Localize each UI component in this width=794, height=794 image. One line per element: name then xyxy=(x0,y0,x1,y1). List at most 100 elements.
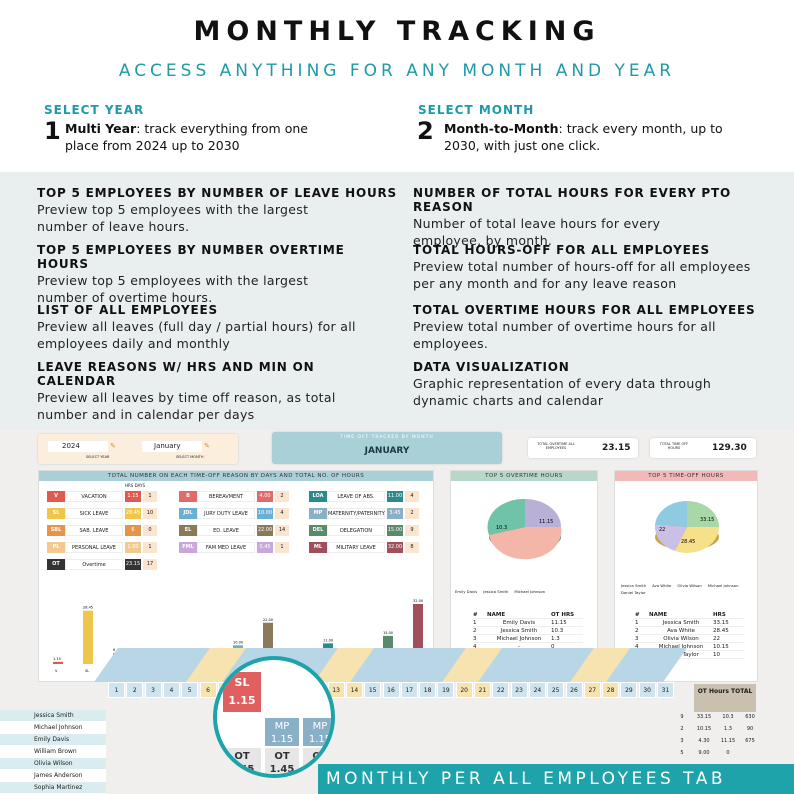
bar xyxy=(263,622,273,664)
table-header-cell: HRS xyxy=(713,612,726,618)
summary-cell: 4.30 xyxy=(698,738,710,744)
table-row: 3 Michael Johnson 1.3 xyxy=(473,635,583,643)
total-overtime-box: TOTAL OVERTIME ALL EMPLOYEES 23.15 xyxy=(528,438,638,458)
summary-cell: 1.3 xyxy=(724,726,732,732)
reason-name: SICK LEAVE xyxy=(65,508,123,519)
tracker-month: JANUARY xyxy=(364,446,410,456)
bar-label: 6 xyxy=(113,648,115,652)
reason-v1: 28.45 xyxy=(125,508,141,519)
calendar-day-header: 15 xyxy=(364,682,382,698)
ot-hours-header: OT Hours TOTAL xyxy=(694,684,756,712)
feature-pto-reasons: NUMBER OF TOTAL HOURS FOR EVERY PTO REAS… xyxy=(413,186,773,249)
page-title: MONTHLY TRACKING xyxy=(193,16,601,47)
feature-top5-overtime: TOP 5 EMPLOYEES BY NUMBER OVERTIME HOURS… xyxy=(37,243,397,306)
summary-cell: 2 xyxy=(680,726,684,732)
reason-row: ML MILITARY LEAVE 32.00 8 xyxy=(309,542,419,553)
select-year-text2: place from 2024 up to 2030 xyxy=(65,138,240,153)
calendar-day-header: 25 xyxy=(547,682,565,698)
zoom-cell-mp: MP 1.15 xyxy=(265,718,299,746)
reason-v1: 0.45 xyxy=(257,542,273,553)
table-cell: - xyxy=(518,644,520,650)
reason-v2: 2 xyxy=(275,491,289,502)
tab-banner: MONTHLY PER ALL EMPLOYEES TAB xyxy=(318,764,794,794)
bar xyxy=(83,610,93,664)
table-row: 1 Emily Davis 11.15 xyxy=(473,619,583,627)
table-header: # NAME OT HRS xyxy=(473,611,583,619)
select-month-description: Month-to-Month: track every month, up to… xyxy=(444,120,723,154)
feature-text: Graphic representation of every data thr… xyxy=(413,376,712,408)
header-section: MONTHLY TRACKING ACCESS ANYTHING FOR ANY… xyxy=(0,0,794,172)
reason-code: SL xyxy=(47,508,65,519)
overtime-panel: TOP 5 OVERTIME HOURS 10.3 11.15 Emily Da… xyxy=(450,470,598,682)
employee-name: Olivia Wilson xyxy=(0,758,106,770)
feature-text: Preview all leaves by time off reason, a… xyxy=(37,390,336,422)
reasons-panel-title: TOTAL NUMBER ON EACH TIME-OFF REASON BY … xyxy=(39,471,433,481)
reason-code: PL xyxy=(47,542,65,553)
calendar-day-header: 20 xyxy=(455,682,473,698)
bar-label: 32.00 xyxy=(413,599,423,603)
reason-code: V xyxy=(47,491,65,502)
employee-name: Emily Davis xyxy=(0,734,106,746)
total-overtime-label: TOTAL OVERTIME ALL EMPLOYEES xyxy=(537,442,575,450)
feature-text: Preview top 5 employees with the largest… xyxy=(37,273,309,305)
select-month-bold: Month-to-Month xyxy=(444,121,559,136)
table-cell: 1 xyxy=(635,620,639,626)
summary-cell: 3 xyxy=(680,738,684,744)
table-cell: 4 xyxy=(635,644,639,650)
legend-item: Michael Johnson xyxy=(707,583,739,588)
reason-v1: 23.15 xyxy=(125,559,141,570)
timeoff-pie: 33.15 22 28.45 xyxy=(654,500,719,553)
employee-name: Michael Johnson xyxy=(0,722,106,734)
total-overtime-value: 23.15 xyxy=(602,443,631,453)
summary-cell: 9.00 xyxy=(698,750,710,756)
pie-slice xyxy=(675,527,719,553)
reason-name: JURY DUTY LEAVE xyxy=(197,508,255,519)
reason-name: PERSONAL LEAVE xyxy=(65,542,123,553)
select-year-bold: Multi Year xyxy=(65,121,137,136)
pie-label: 11.15 xyxy=(539,519,553,525)
feature-heading: LEAVE REASONS W/ HRS AND MIN ON CALENDAR xyxy=(37,360,315,388)
feature-overtime-hours: TOTAL OVERTIME HOURS FOR ALL EMPLOYEES P… xyxy=(413,303,773,352)
overtime-pie: 10.3 11.15 xyxy=(487,498,562,560)
select-month-label: SELECT MONTH xyxy=(418,103,535,117)
reason-name: Overtime xyxy=(65,559,123,570)
table-cell: 3 xyxy=(473,636,477,642)
summary-cell: 11.15 xyxy=(720,738,736,744)
table-header-cell: # xyxy=(473,612,478,618)
table-header-cell: OT HRS xyxy=(551,612,575,618)
reason-name: DELEGATION xyxy=(327,525,385,536)
summary-cell: 10.3 xyxy=(722,714,734,720)
year-select[interactable]: 2024 xyxy=(48,441,108,452)
reason-name: FAM MED LEAVE xyxy=(197,542,255,553)
bar-label: 1.15 xyxy=(53,657,61,661)
reason-code: DEL xyxy=(309,525,327,536)
reason-v2: 8 xyxy=(405,542,419,553)
hrs-days-header: HRS DAYS xyxy=(125,483,146,488)
table-cell: 33.15 xyxy=(713,620,729,626)
calendar-day-header: 2 xyxy=(126,682,144,698)
pie-slice xyxy=(487,498,525,535)
calendar-day-header: 22 xyxy=(492,682,510,698)
overtime-legend: Emily Davis Jessica Smith Michael Johnso… xyxy=(455,589,545,594)
feature-text: Preview all leaves (full day / partial h… xyxy=(37,319,356,351)
feature-text: Preview total number of hours-off for al… xyxy=(413,259,751,291)
dashboard-preview: 2024 ✎ SELECT YEAR January ✎ SELECT MONT… xyxy=(0,430,794,794)
reason-v2: 1 xyxy=(275,542,289,553)
feature-top5-leave: TOP 5 EMPLOYEES BY NUMBER OF LEAVE HOURS… xyxy=(37,186,397,235)
month-select[interactable]: January xyxy=(142,441,202,452)
bar-label: 28.45 xyxy=(83,606,93,610)
reason-code: EL xyxy=(179,525,197,536)
calendar-day-header: 26 xyxy=(565,682,583,698)
select-month-text1: : track every month, up to xyxy=(558,121,723,136)
reason-row: SL SICK LEAVE 28.45 10 xyxy=(47,508,157,519)
pie-label: 10.3 xyxy=(496,525,507,531)
zoom-magnifier: SL1.15 MP1.15 MP1.15 OT1.45 OT1.45 OT1.4… xyxy=(213,656,335,778)
legend-item: Ava White xyxy=(652,583,672,588)
legend-item: Jessica Smith xyxy=(483,589,509,594)
table-row: 2 Ava White 28.45 xyxy=(635,627,745,635)
summary-cell: 9 xyxy=(680,714,684,720)
reason-v2: 4 xyxy=(275,508,289,519)
reason-name: ED. LEAVE xyxy=(197,525,255,536)
reason-code: OT xyxy=(47,559,65,570)
pie-slice xyxy=(655,500,687,527)
